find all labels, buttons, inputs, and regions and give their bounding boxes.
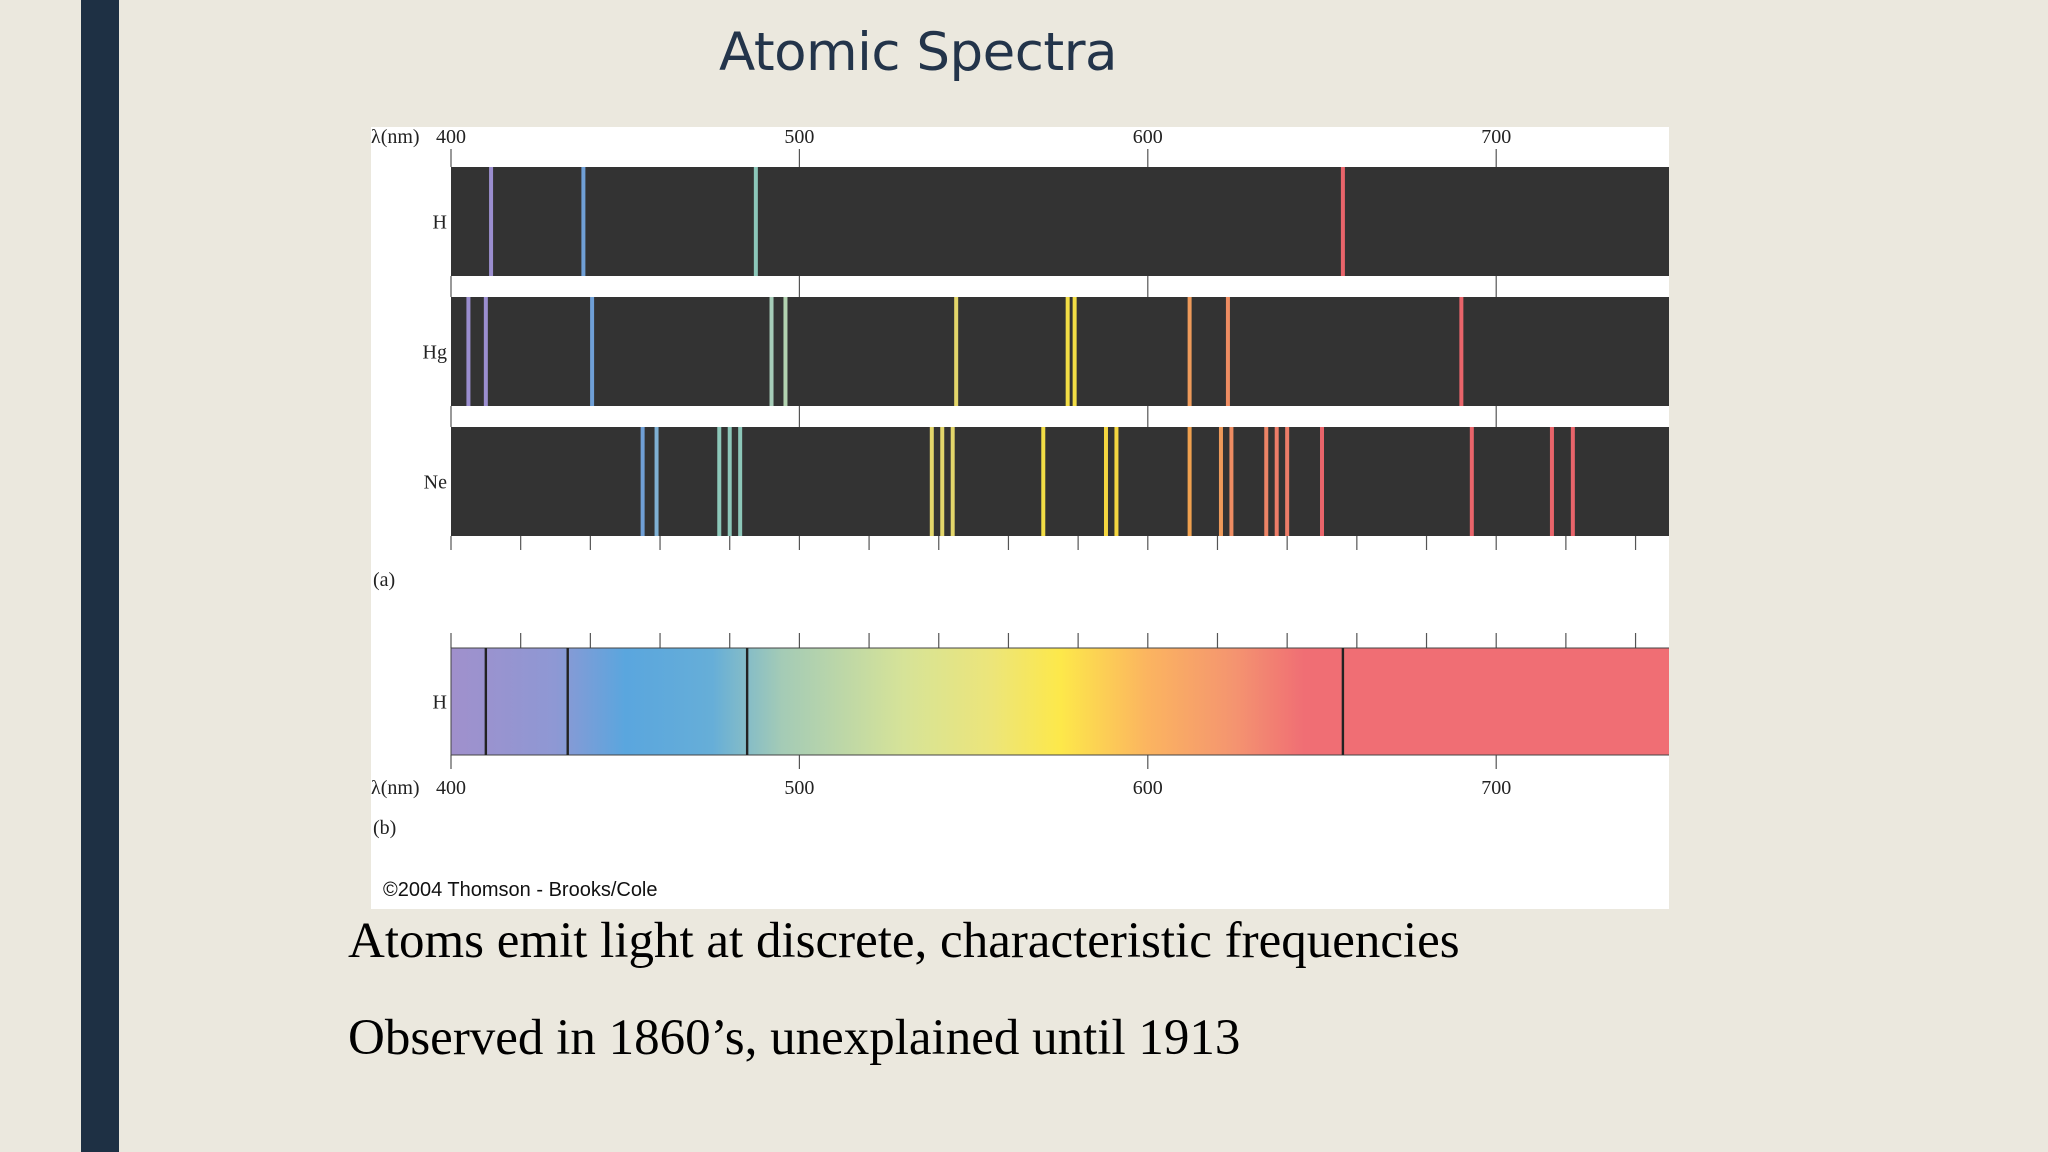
emission-line-ne	[1285, 427, 1290, 536]
emission-line-hg	[1065, 297, 1070, 406]
slide-title: Atomic Spectra	[719, 22, 1117, 83]
emission-line-hg	[590, 297, 595, 406]
emission-line-h	[753, 167, 758, 276]
emission-line-ne	[1549, 427, 1554, 536]
emission-line-hg	[1225, 297, 1230, 406]
emission-line-ne	[1218, 427, 1223, 536]
emission-line-ne	[1103, 427, 1108, 536]
absorption-spectrum-band	[450, 647, 1669, 756]
bullet-discrete-frequencies: Atoms emit light at discrete, characteri…	[348, 913, 1460, 969]
tick-label-top: 500	[784, 127, 814, 148]
emission-line-hg	[1187, 297, 1192, 406]
emission-line-ne	[1320, 427, 1324, 536]
emission-line-ne	[1041, 427, 1046, 536]
emission-line-hg	[466, 297, 471, 406]
element-label-ne: Ne	[424, 472, 447, 494]
emission-line-hg	[769, 297, 774, 406]
emission-line-ne	[1264, 427, 1269, 536]
tick-label-bottom: 400	[436, 777, 466, 799]
emission-line-h	[1340, 167, 1345, 276]
emission-band-h	[451, 167, 1669, 276]
tick-label-top: 700	[1481, 127, 1511, 148]
emission-band-ne	[451, 427, 1669, 536]
panel-a-label: (a)	[373, 569, 395, 591]
emission-band-hg	[451, 297, 1669, 406]
emission-line-ne	[738, 427, 743, 536]
tick-label-bottom: 700	[1481, 777, 1511, 799]
tick-label-top: 600	[1133, 127, 1163, 148]
absorption-line-h	[745, 648, 749, 755]
copyright-credit: ©2004 Thomson - Brooks/Cole	[383, 879, 658, 901]
emission-line-ne	[1469, 427, 1474, 536]
emission-line-ne	[1114, 427, 1119, 536]
spectra-svg: H Hg Ne λ(nm) 400 500 600 700 (a) Hλ(nm) 400 500 600…	[371, 127, 1669, 901]
emission-line-ne	[1570, 427, 1575, 536]
emission-line-ne	[1274, 427, 1279, 536]
emission-line-ne	[940, 427, 945, 536]
emission-line-hg	[1072, 297, 1077, 406]
emission-line-h	[489, 167, 494, 276]
absorption-line-h	[484, 648, 488, 755]
emission-line-hg	[783, 297, 788, 406]
emission-line-hg	[483, 297, 488, 406]
emission-line-ne	[1187, 427, 1192, 536]
emission-line-hg	[1459, 297, 1464, 406]
emission-line-ne	[640, 427, 645, 536]
absorption-line-h	[566, 648, 569, 755]
emission-line-ne	[929, 427, 934, 536]
element-label-h-absorption: H	[433, 692, 447, 714]
emission-line-ne	[717, 427, 722, 536]
tick-label-top: 400	[436, 127, 466, 148]
tick-label-bottom: 600	[1133, 777, 1163, 799]
panel-b-label: (b)	[373, 817, 396, 839]
bullet-history: Observed in 1860’s, unexplained until 19…	[348, 1010, 1241, 1066]
axis-label-bottom: λ(nm)	[371, 777, 420, 799]
emission-line-h	[581, 167, 586, 276]
side-accent-bar	[81, 0, 119, 1152]
emission-line-ne	[950, 427, 955, 536]
axis-label-top: λ(nm)	[371, 127, 420, 148]
absorption-line-h	[1341, 648, 1345, 755]
emission-line-ne	[1229, 427, 1234, 536]
tick-label-bottom: 500	[784, 777, 814, 799]
emission-line-ne	[727, 427, 732, 536]
element-label-hg: Hg	[423, 342, 447, 364]
emission-line-hg	[954, 297, 959, 406]
element-label-h: H	[433, 212, 447, 234]
emission-line-ne	[654, 427, 659, 536]
